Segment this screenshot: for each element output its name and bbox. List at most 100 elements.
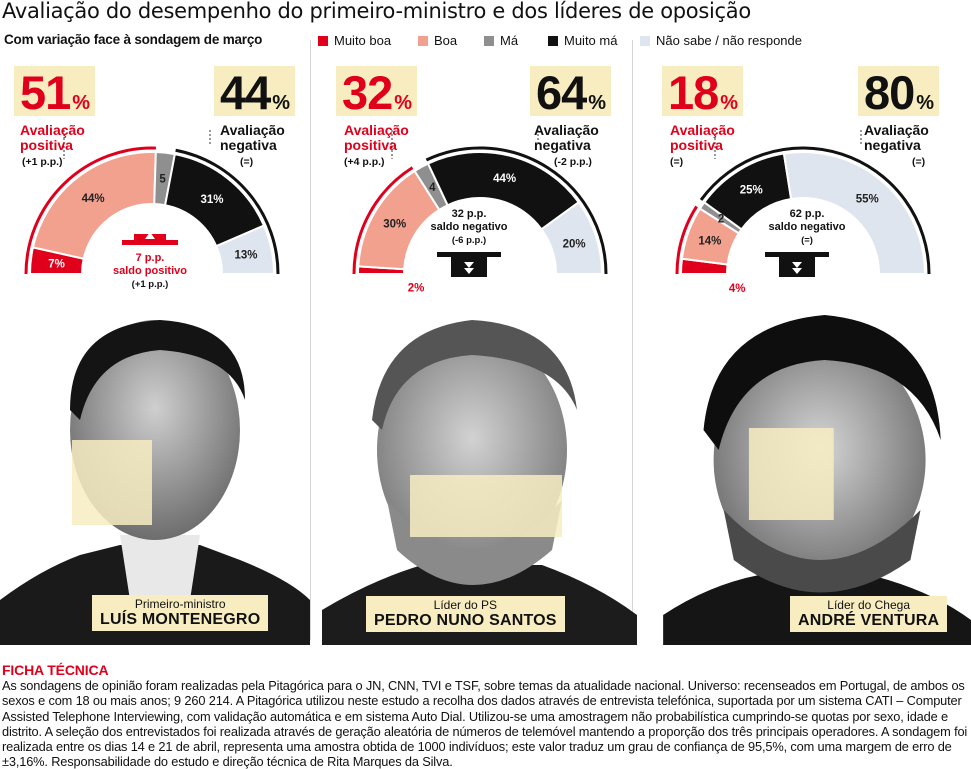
positive-ring <box>675 205 698 275</box>
divider <box>632 40 633 640</box>
negative-label: Avaliação negativa <box>220 122 285 153</box>
positive-label: Avaliação positiva <box>20 122 85 153</box>
negative-unit: % <box>272 92 290 114</box>
negative-change: (=) <box>240 156 254 168</box>
legend-label: Boa <box>434 33 458 48</box>
legend-item-muito-boa: Muito boa <box>318 33 391 48</box>
balance-label: saldo negativo <box>768 221 846 233</box>
chart-subtitle: Com variação face à sondagem de março <box>4 32 263 47</box>
balance: 62 p.p. saldo negativo (=) <box>752 208 862 247</box>
segment-label-2: 4 <box>429 182 436 194</box>
legend-swatch <box>548 36 558 46</box>
gauge: 4% 14% 2 25% 55% <box>675 130 931 295</box>
segment-label-3: 44% <box>493 173 516 185</box>
positive-label: Avaliação positiva <box>344 122 409 153</box>
balance-label: saldo negativo <box>430 221 508 233</box>
negative-value: 44 <box>220 66 271 119</box>
gauge-arcs <box>356 151 604 275</box>
panel-pedro-nuno-santos: 2% 30% 4 44% 20% 32% Avaliação positiva (+4 p… <box>322 60 642 645</box>
balance-value: 32 p.p. <box>451 208 487 220</box>
balance-change: (=) <box>801 235 813 246</box>
leader-role: Líder do PS <box>433 598 498 612</box>
legend-label: Má <box>500 33 519 48</box>
positive-unit: % <box>394 92 412 114</box>
segment-label-1: 44% <box>82 193 105 205</box>
positive-unit: % <box>720 92 738 114</box>
segment-label-4: 20% <box>563 238 586 250</box>
methodology-text: As sondagens de opinião foram realizadas… <box>2 678 968 769</box>
leader-name-box: Primeiro-ministro LUÍS MONTENEGRO <box>92 595 269 631</box>
positive-unit: % <box>72 92 90 114</box>
leader-lines <box>675 130 931 275</box>
gauge-labels: 7% 44% 5 31% 13% <box>48 174 257 271</box>
balance-label: saldo positivo <box>113 265 187 277</box>
positive-total: 51% <box>14 66 96 119</box>
gauge-arcs <box>28 151 276 275</box>
gauge-segment-4 <box>214 224 276 275</box>
segment-label-3: 31% <box>201 194 224 206</box>
leader-name: ANDRÉ VENTURA <box>798 612 940 629</box>
negative-unit: % <box>916 92 934 114</box>
legend-swatch <box>418 36 428 46</box>
legend-item-ma: Má <box>484 33 518 48</box>
balance-arrow-icon <box>437 252 501 277</box>
negative-label: Avaliação negativa <box>534 122 599 153</box>
negative-ring <box>699 146 931 275</box>
positive-value: 32 <box>342 66 393 119</box>
methodology-note: FICHA TÉCNICA As sondagens de opinião fo… <box>2 662 968 769</box>
legend-label: Muito boa <box>334 33 392 48</box>
leader-lines <box>24 130 280 275</box>
positive-value: 51 <box>20 66 71 119</box>
legend-swatch <box>318 36 328 46</box>
negative-change: (=) <box>912 156 926 168</box>
positive-total: 32% <box>336 66 418 119</box>
segment-label-0: 7% <box>48 258 65 270</box>
positive-ring <box>352 166 414 275</box>
segment-label-0: 2% <box>408 282 425 294</box>
positive-ring <box>24 146 157 275</box>
leader-role: Primeiro-ministro <box>134 597 226 611</box>
positive-change: (+1 p.p.) <box>22 156 63 168</box>
segment-label-4: 55% <box>856 194 879 206</box>
balance-change: (+1 p.p.) <box>131 279 169 290</box>
leader-lines <box>352 130 608 275</box>
gauge: 2% 30% 4 44% 20% <box>352 130 608 294</box>
negative-ring <box>175 148 280 275</box>
leader-photo <box>322 300 642 645</box>
portrait-placeholder <box>0 320 310 645</box>
negative-value: 80 <box>864 66 915 119</box>
segment-label-1: 30% <box>383 219 406 231</box>
negative-value: 64 <box>536 66 587 119</box>
legend-label: Muito má <box>564 33 618 48</box>
gauge-arcs <box>679 151 927 275</box>
balance-value: 62 p.p. <box>789 208 825 220</box>
segment-label-3: 25% <box>740 185 763 197</box>
leader-name: LUÍS MONTENEGRO <box>100 611 261 628</box>
leader-role: Líder do Chega <box>827 598 910 612</box>
legend-label: Não sabe / não responde <box>656 33 802 48</box>
chart-title: Avaliação do desempenho do primeiro-mini… <box>2 0 751 23</box>
segment-label-0: 4% <box>729 283 746 295</box>
gauge-labels: 2% 30% 4 44% 20% <box>383 173 585 294</box>
methodology-title: FICHA TÉCNICA <box>2 662 109 678</box>
balance-change: (-6 p.p.) <box>451 235 487 246</box>
legend-item-boa: Boa <box>418 33 457 48</box>
leader-photo <box>648 300 971 645</box>
positive-label: Avaliação positiva <box>670 122 735 153</box>
gauge-labels: 4% 14% 2 25% 55% <box>698 185 878 295</box>
negative-total: 64% <box>530 66 612 119</box>
leader-name-box: Líder do PS PEDRO NUNO SANTOS <box>366 596 565 632</box>
balance: 32 p.p. saldo negativo (-6 p.p.) <box>414 208 524 247</box>
legend-item-muito-ma: Muito má <box>548 33 617 48</box>
legend-swatch <box>484 36 494 46</box>
balance: 7 p.p. saldo positivo (+1 p.p.) <box>100 252 200 291</box>
negative-label: Avaliação negativa <box>864 122 929 153</box>
portrait-placeholder <box>663 315 971 645</box>
panel-montenegro: 7% 44% 5 31% 13% 51% Avaliação positiva (+1 p… <box>0 60 320 645</box>
segment-label-2: 2 <box>718 213 724 225</box>
negative-change: (-2 p.p.) <box>554 156 592 168</box>
gauge-segment-4 <box>782 151 927 275</box>
leader-name: PEDRO NUNO SANTOS <box>374 612 557 629</box>
negative-ring <box>425 146 608 275</box>
segment-label-4: 13% <box>234 250 257 262</box>
